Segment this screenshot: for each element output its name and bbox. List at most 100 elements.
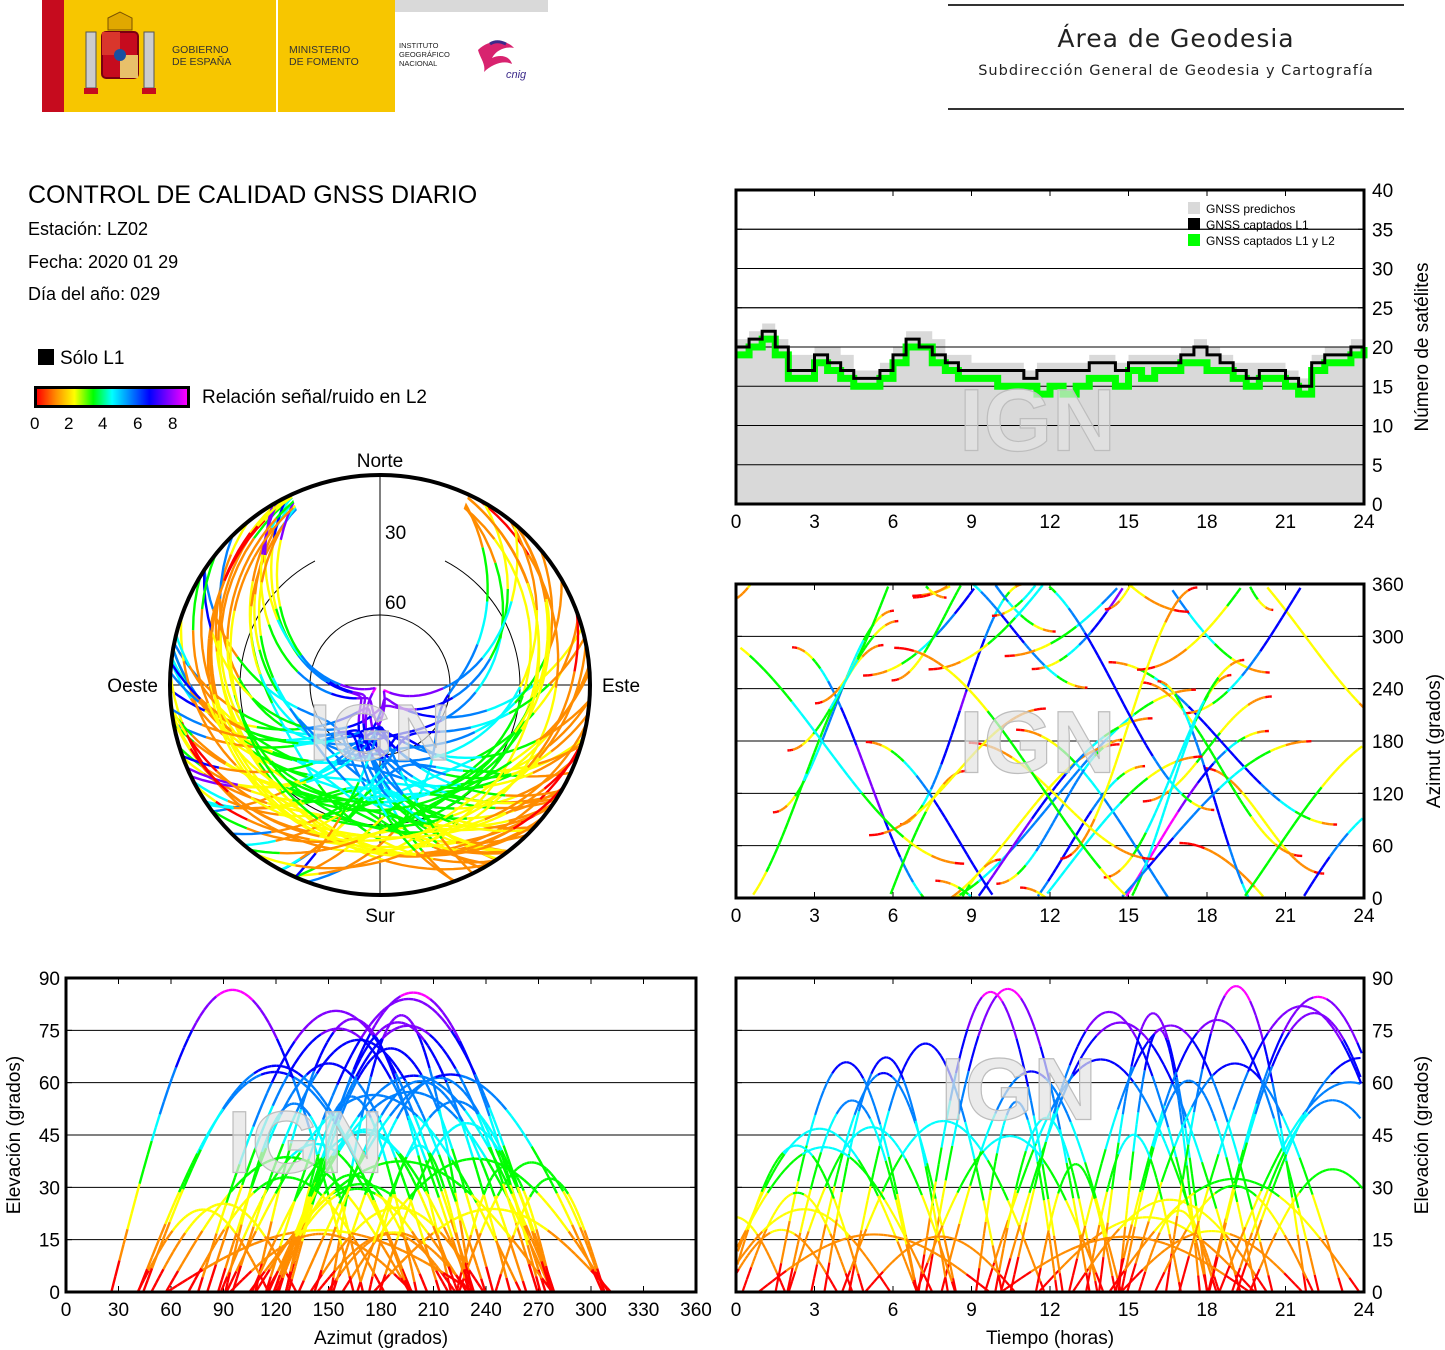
az-track — [862, 647, 867, 652]
az-track — [1217, 764, 1223, 770]
sky-track — [226, 639, 236, 696]
az-track — [1239, 799, 1245, 806]
sky-track — [375, 790, 393, 803]
sky-track — [416, 696, 454, 711]
az-track — [1056, 774, 1062, 780]
sky-track — [285, 814, 323, 829]
az-track — [1048, 669, 1053, 674]
az-track — [1267, 607, 1270, 611]
elaz-track — [335, 1063, 341, 1068]
az-track — [1187, 842, 1193, 846]
az-track — [1110, 605, 1114, 609]
az-track — [1176, 689, 1182, 694]
az-track — [814, 660, 819, 666]
az-track — [1204, 748, 1209, 753]
az-track — [829, 685, 835, 692]
az-track — [832, 698, 837, 704]
az-track — [1184, 771, 1189, 776]
az-track — [960, 697, 966, 705]
az-track — [905, 656, 912, 662]
az-track — [1124, 717, 1131, 723]
az-track — [1036, 733, 1042, 738]
sky-track — [272, 747, 298, 763]
elaz-track — [191, 1210, 195, 1214]
az-track — [1022, 814, 1028, 820]
az-track — [1285, 742, 1292, 747]
az-track — [1087, 750, 1093, 755]
sky-track — [326, 787, 347, 796]
az-track — [1045, 629, 1050, 633]
az-track — [1239, 662, 1245, 668]
az-track — [996, 858, 1003, 866]
sky-track — [548, 699, 591, 747]
az-track — [1269, 838, 1274, 843]
az-track — [989, 860, 993, 864]
az-track — [1267, 825, 1271, 830]
az-track — [1274, 843, 1279, 848]
elaz-track — [403, 1232, 407, 1236]
elaz-track — [350, 1231, 357, 1236]
az-track — [949, 861, 956, 865]
az-track — [912, 881, 917, 888]
sky-track — [372, 741, 390, 759]
az-track — [1299, 629, 1306, 637]
elaz-track — [342, 1019, 348, 1024]
x-tick-label: 0 — [731, 906, 742, 927]
az-track — [1218, 647, 1224, 653]
sky-track — [189, 747, 230, 793]
az-track — [1028, 730, 1034, 734]
az-track — [1258, 697, 1262, 701]
az-track — [843, 678, 848, 683]
az-track — [1258, 814, 1263, 819]
az-track — [1208, 762, 1215, 769]
az-track — [1070, 757, 1077, 764]
az-track — [931, 779, 937, 786]
az-track — [862, 636, 867, 641]
sky-track — [394, 705, 417, 711]
az-track — [1205, 634, 1212, 641]
az-track — [870, 785, 876, 794]
az-track — [830, 711, 835, 718]
area-title: Área de Geodesia — [1057, 24, 1295, 53]
az-track — [900, 822, 906, 826]
az-track — [994, 584, 1000, 591]
az-track — [942, 752, 947, 760]
az-track — [890, 620, 894, 624]
sky-track — [249, 606, 262, 675]
az-track — [996, 613, 1000, 617]
az-track — [1190, 587, 1194, 591]
az-track — [1263, 820, 1267, 825]
az-track — [1040, 734, 1047, 740]
sky-track — [365, 834, 411, 842]
az-track — [958, 600, 966, 609]
north-label: Norte — [357, 451, 403, 472]
azimuth-time-group — [735, 582, 1365, 899]
az-track — [1219, 771, 1223, 775]
elaz-track — [340, 1230, 347, 1234]
elaz-track — [409, 1239, 414, 1243]
sky-track — [305, 756, 356, 784]
az-track — [1029, 649, 1036, 654]
sky-track — [318, 815, 364, 827]
az-track — [1155, 796, 1159, 800]
az-track — [965, 886, 970, 891]
az-track — [1093, 802, 1098, 808]
az-track — [944, 618, 951, 627]
elaz-track — [228, 1224, 233, 1229]
sky-track — [382, 689, 390, 694]
elaz-track — [533, 1161, 537, 1165]
az-track — [971, 666, 976, 674]
az-track — [1174, 700, 1180, 706]
sky-track — [294, 852, 317, 879]
elaz-track — [180, 1217, 185, 1222]
az-track — [1165, 823, 1172, 832]
sky-track — [271, 815, 323, 834]
az-track — [1333, 673, 1340, 681]
az-track — [891, 665, 898, 671]
az-track — [1202, 721, 1209, 728]
y-tick-label: 20 — [1372, 338, 1393, 359]
az-track — [1201, 737, 1207, 744]
az-track — [898, 677, 902, 681]
sky-track — [337, 762, 361, 768]
az-track — [881, 744, 886, 749]
